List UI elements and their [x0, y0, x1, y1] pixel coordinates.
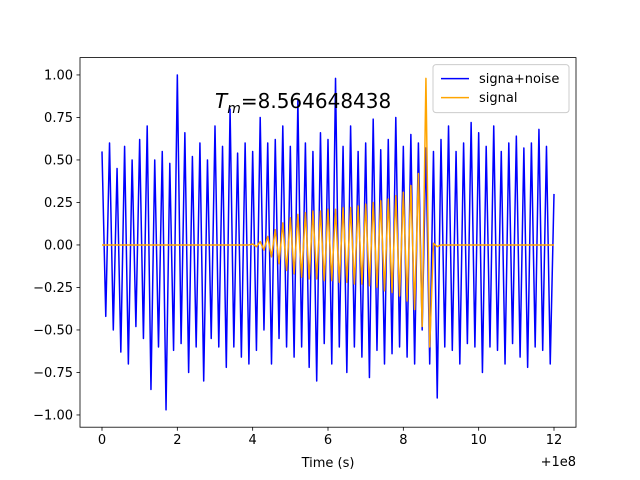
x-tick-label: 10 [470, 433, 487, 448]
annotation: Tm=8.564648438 [215, 89, 391, 117]
x-tick-label: 2 [173, 433, 181, 448]
y-tick-label: 1.00 [44, 68, 73, 83]
y-tick-label: −0.75 [33, 366, 73, 381]
x-offset-label: +1e8 [541, 455, 576, 470]
y-tick-label: −1.00 [33, 408, 73, 423]
annotation-subscript: m [227, 101, 241, 117]
y-tick-label: −0.50 [33, 323, 73, 338]
annotation-symbol: T [215, 89, 229, 113]
legend: signa+noise signal [432, 64, 570, 114]
legend-box [432, 64, 570, 114]
x-tick-label: 12 [546, 433, 563, 448]
y-tick-label: 0.00 [44, 238, 73, 253]
series-line [101, 74, 555, 411]
y-tick-label: 0.25 [44, 196, 73, 211]
plot-area [101, 74, 555, 411]
y-tick-label: 0.50 [44, 153, 73, 168]
legend-label: signa+noise [479, 72, 559, 87]
x-tick-label: 4 [249, 433, 257, 448]
x-tick-label: 6 [324, 433, 332, 448]
y-tick-label: −0.25 [33, 281, 73, 296]
annotation-text: =8.564648438 [241, 89, 391, 113]
series-line [102, 77, 554, 348]
x-tick-label: 8 [399, 433, 407, 448]
y-tick-label: 0.75 [44, 111, 73, 126]
legend-label: signal [479, 91, 517, 106]
x-tick-label: 0 [98, 433, 106, 448]
x-axis-label: Time (s) [301, 456, 355, 471]
